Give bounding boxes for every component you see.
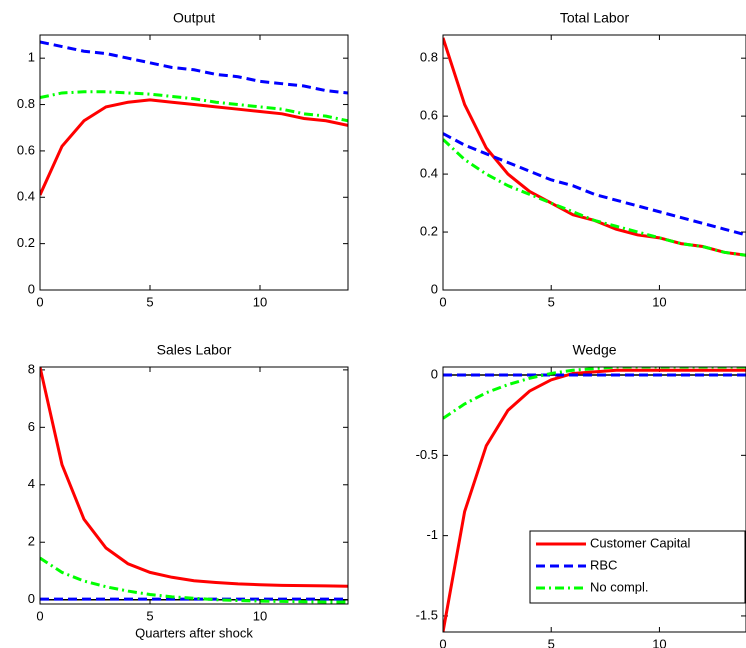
legend-label: No compl.	[590, 579, 649, 594]
series-line	[443, 367, 746, 420]
x-tick-label: 5	[548, 636, 555, 648]
series-line	[40, 98, 348, 196]
x-tick-label: 0	[36, 294, 43, 309]
y-tick-label: 0.6	[420, 108, 438, 123]
y-tick-label: 2	[28, 534, 35, 549]
axes-box	[442, 34, 746, 291]
series-line	[443, 368, 746, 632]
y-tick-label: 0.4	[420, 166, 438, 181]
panel: Output 0 5 10 0 0.2 0.4 0.6 0.8 1	[17, 10, 349, 309]
x-tick-label: 5	[146, 294, 153, 309]
y-tick-label: 0	[431, 366, 438, 381]
y-tick-label: -0.5	[416, 447, 438, 462]
x-tick-label: 5	[548, 294, 555, 309]
series-line	[40, 40, 348, 95]
x-tick-label: 5	[146, 608, 153, 623]
chart-title: Sales Labor	[157, 342, 232, 358]
chart-title: Wedge	[572, 342, 616, 358]
axes-box	[39, 366, 349, 605]
panel: Total Labor 0 5 10 0 0.2 0.4 0.6 0.8	[420, 10, 746, 309]
plot-area	[443, 367, 746, 632]
x-tick-label: 10	[652, 636, 666, 648]
axes-box	[442, 366, 746, 633]
plot-area	[40, 367, 348, 604]
legend-label: RBC	[590, 557, 617, 572]
series-line	[40, 556, 348, 604]
y-tick-label: 0	[431, 281, 438, 296]
x-tick-label: 10	[652, 294, 666, 309]
y-tick-label: 0.8	[420, 50, 438, 65]
x-tick-label: 10	[253, 294, 267, 309]
y-tick-label: 0.4	[17, 189, 35, 204]
plot-area	[40, 40, 348, 196]
y-tick-label: -1.5	[416, 607, 438, 622]
y-tick-label: 0.2	[17, 235, 35, 250]
series-line	[443, 138, 746, 257]
series-line	[40, 367, 348, 588]
panel: Sales Labor Quarters after shock 0 5 10 0 2 4 6 8	[28, 342, 349, 640]
plot-area	[443, 37, 746, 257]
x-tick-label: 0	[439, 636, 446, 648]
x-tick-label: 0	[36, 608, 43, 623]
y-tick-label: -1	[426, 527, 438, 542]
y-tick-label: 0.8	[17, 96, 35, 111]
y-tick-label: 0.6	[17, 142, 35, 157]
chart-title: Output	[173, 10, 215, 26]
legend: Customer Capital RBC No compl.	[529, 530, 746, 604]
x-axis-label: Quarters after shock	[135, 625, 253, 640]
axes-box	[39, 34, 349, 291]
x-tick-label: 0	[439, 294, 446, 309]
y-tick-label: 8	[28, 361, 35, 376]
y-tick-label: 0	[28, 281, 35, 296]
panel: Wedge 0 5 10 -1.5 -1 -0.5 0 Customer Capital RBC N…	[416, 342, 746, 648]
series-line	[443, 132, 746, 237]
series-line	[40, 90, 348, 123]
y-tick-label: 0	[28, 591, 35, 606]
x-tick-label: 10	[253, 608, 267, 623]
y-tick-label: 6	[28, 419, 35, 434]
y-tick-label: 1	[28, 50, 35, 65]
legend-label: Customer Capital	[590, 535, 691, 550]
chart-title: Total Labor	[560, 10, 630, 26]
y-tick-label: 4	[28, 476, 35, 491]
y-tick-label: 0.2	[420, 223, 438, 238]
